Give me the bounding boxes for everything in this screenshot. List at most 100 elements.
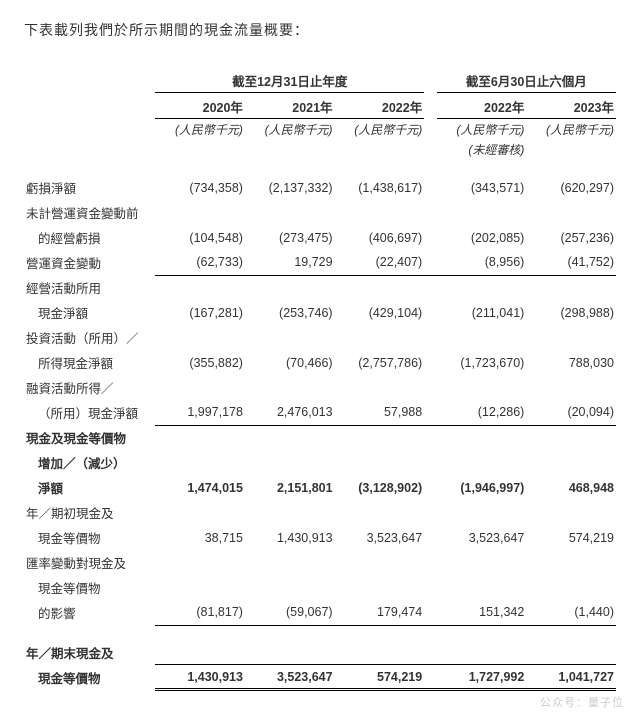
cell: (1,723,670) <box>437 350 527 375</box>
cell: (167,281) <box>155 300 245 325</box>
watermark-text: 公众号：量子位 <box>540 694 624 710</box>
table-row: 營運資金變動 (62,733) 19,729 (22,407) (8,956) … <box>24 250 616 275</box>
group2-header: 截至6月30日止六個月 <box>437 68 616 93</box>
col-year: 2022年 <box>335 93 425 119</box>
cell: (355,882) <box>155 350 245 375</box>
cell: (22,407) <box>335 250 425 275</box>
row-label: 營運資金變動 <box>24 250 155 275</box>
cell: (343,571) <box>437 175 527 200</box>
cell: (104,548) <box>155 225 245 250</box>
cell: (3,128,902) <box>335 475 425 500</box>
table-row: 現金淨額 (167,281) (253,746) (429,104) (211,… <box>24 300 616 325</box>
cell: (1,440) <box>526 600 616 625</box>
row-label: 現金等價物 <box>24 575 155 600</box>
table-row: 匯率變動對現金及 <box>24 550 616 575</box>
cell: 19,729 <box>245 250 335 275</box>
cell: (211,041) <box>437 300 527 325</box>
table-row: 投資活動（所用）／ <box>24 325 616 350</box>
cell: 574,219 <box>526 525 616 550</box>
cell: (20,094) <box>526 400 616 425</box>
cell: (273,475) <box>245 225 335 250</box>
row-label: 增加／（減少） <box>24 450 155 475</box>
cell: 574,219 <box>335 665 425 690</box>
table-row: 現金及現金等價物 <box>24 425 616 450</box>
cell: (62,733) <box>155 250 245 275</box>
row-label: （所用）現金淨額 <box>24 400 155 425</box>
table-row: 的經營虧損 (104,548) (273,475) (406,697) (202… <box>24 225 616 250</box>
row-label: 所得現金淨額 <box>24 350 155 375</box>
cell: (59,067) <box>245 600 335 625</box>
year-header-row: 2020年 2021年 2022年 2022年 2023年 <box>24 93 616 119</box>
cell: 3,523,647 <box>437 525 527 550</box>
col-year: 2021年 <box>245 93 335 119</box>
row-label: 淨額 <box>24 475 155 500</box>
table-row: 未計營運資金變動前 <box>24 200 616 225</box>
cell: (253,746) <box>245 300 335 325</box>
unit-cell: (人民幣千元) <box>335 119 425 140</box>
row-label: 虧損淨額 <box>24 175 155 200</box>
cell: (41,752) <box>526 250 616 275</box>
table-row: 現金等價物 <box>24 575 616 600</box>
row-label: 的影響 <box>24 600 155 625</box>
table-row: 年／期末現金及 <box>24 640 616 665</box>
cell: (1,946,997) <box>437 475 527 500</box>
cell: (1,438,617) <box>335 175 425 200</box>
cell: 1,727,992 <box>437 665 527 690</box>
cell: 788,030 <box>526 350 616 375</box>
cell: 468,948 <box>526 475 616 500</box>
intro-text: 下表載列我們於所示期間的現金流量概要： <box>24 20 616 40</box>
row-label: 匯率變動對現金及 <box>24 550 155 575</box>
unit-cell: (人民幣千元) <box>526 119 616 140</box>
unaudited-cell: (未經審核) <box>437 139 527 159</box>
row-label: 的經營虧損 <box>24 225 155 250</box>
cell: (429,104) <box>335 300 425 325</box>
col-year: 2022年 <box>437 93 527 119</box>
col-year: 2023年 <box>526 93 616 119</box>
table-row: 的影響 (81,817) (59,067) 179,474 151,342 (1… <box>24 600 616 625</box>
cell: 38,715 <box>155 525 245 550</box>
row-label: 融資活動所得／ <box>24 375 155 400</box>
cell: (81,817) <box>155 600 245 625</box>
row-label: 經營活動所用 <box>24 275 155 300</box>
row-label: 投資活動（所用）／ <box>24 325 155 350</box>
row-label: 年／期末現金及 <box>24 640 155 665</box>
cell: (2,137,332) <box>245 175 335 200</box>
cell: 1,997,178 <box>155 400 245 425</box>
cell: 1,430,913 <box>245 525 335 550</box>
cashflow-table: 截至12月31日止年度 截至6月30日止六個月 2020年 2021年 2022… <box>24 68 616 691</box>
row-label: 未計營運資金變動前 <box>24 200 155 225</box>
cell: 3,523,647 <box>335 525 425 550</box>
cell: 151,342 <box>437 600 527 625</box>
table-row: （所用）現金淨額 1,997,178 2,476,013 57,988 (12,… <box>24 400 616 425</box>
cell: (2,757,786) <box>335 350 425 375</box>
cell: 2,151,801 <box>245 475 335 500</box>
unit-cell: (人民幣千元) <box>437 119 527 140</box>
cell: (620,297) <box>526 175 616 200</box>
col-year: 2020年 <box>155 93 245 119</box>
group-header-row: 截至12月31日止年度 截至6月30日止六個月 <box>24 68 616 93</box>
table-row: 經營活動所用 <box>24 275 616 300</box>
cell: (257,236) <box>526 225 616 250</box>
table-row: 增加／（減少） <box>24 450 616 475</box>
cell: (202,085) <box>437 225 527 250</box>
cell: (406,697) <box>335 225 425 250</box>
row-label: 現金淨額 <box>24 300 155 325</box>
cell: (12,286) <box>437 400 527 425</box>
cell: 3,523,647 <box>245 665 335 690</box>
table-row: 所得現金淨額 (355,882) (70,466) (2,757,786) (1… <box>24 350 616 375</box>
row-label: 年／期初現金及 <box>24 500 155 525</box>
unit-cell: (人民幣千元) <box>245 119 335 140</box>
row-label: 現金及現金等價物 <box>24 425 155 450</box>
cell: 57,988 <box>335 400 425 425</box>
cell: (734,358) <box>155 175 245 200</box>
cell: 1,430,913 <box>155 665 245 690</box>
cell: 1,041,727 <box>526 665 616 690</box>
table-row: 現金等價物 1,430,913 3,523,647 574,219 1,727,… <box>24 665 616 690</box>
unaudited-row: (未經審核) <box>24 139 616 159</box>
table-row: 年／期初現金及 <box>24 500 616 525</box>
cell: 179,474 <box>335 600 425 625</box>
row-label: 現金等價物 <box>24 665 155 690</box>
group1-header: 截至12月31日止年度 <box>155 68 424 93</box>
table-row: 淨額 1,474,015 2,151,801 (3,128,902) (1,94… <box>24 475 616 500</box>
row-label: 現金等價物 <box>24 525 155 550</box>
